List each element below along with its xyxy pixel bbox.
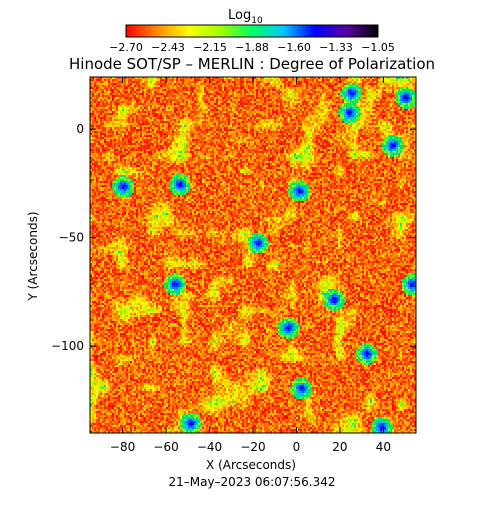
colorbar-ticks: −2.70 −2.43 −2.15 −1.88 −1.60 −1.33 −1.05 xyxy=(109,41,395,54)
colorbar-gradient xyxy=(125,24,379,38)
x-axis-label: X (Arcseconds) xyxy=(206,458,296,472)
plot-area xyxy=(89,76,417,434)
x-tick-label: 40 xyxy=(376,440,391,454)
x-axis: −80 −60 −40 −20 0 20 40 xyxy=(110,77,391,454)
y-tick-label: 0 xyxy=(76,122,84,136)
x-tick-label: −60 xyxy=(153,440,178,454)
colorbar-tick-label: −2.43 xyxy=(151,41,185,54)
x-tick-label: −40 xyxy=(197,440,222,454)
x-tick-label: 0 xyxy=(293,440,301,454)
colorbar-tick-label: −1.60 xyxy=(277,41,311,54)
y-tick-label: −100 xyxy=(51,339,84,353)
x-tick-label: 20 xyxy=(332,440,347,454)
x-tick-label: −20 xyxy=(240,440,265,454)
y-axis-label: Y (Arcseconds) xyxy=(26,211,40,301)
colorbar-tick-label: −2.70 xyxy=(109,41,143,54)
chart-title: Hinode SOT/SP – MERLIN : Degree of Polar… xyxy=(69,55,435,73)
colorbar-label: Log10 xyxy=(228,8,263,26)
y-axis: 0 −50 −100 xyxy=(51,122,416,353)
colorbar-tick-label: −1.05 xyxy=(361,41,395,54)
colorbar-label-subscript: 10 xyxy=(251,16,263,26)
x-tick-label: −80 xyxy=(110,440,135,454)
colorbar-tick-label: −1.88 xyxy=(235,41,269,54)
colorbar-tick-label: −1.33 xyxy=(319,41,353,54)
y-tick-label: −50 xyxy=(59,231,84,245)
heatmap-image xyxy=(90,77,416,433)
timestamp: 21–May–2023 06:07:56.342 xyxy=(168,475,335,489)
colorbar: −2.70 −2.43 −2.15 −1.88 −1.60 −1.33 −1.05 xyxy=(109,24,395,54)
colorbar-tick-label: −2.15 xyxy=(193,41,227,54)
